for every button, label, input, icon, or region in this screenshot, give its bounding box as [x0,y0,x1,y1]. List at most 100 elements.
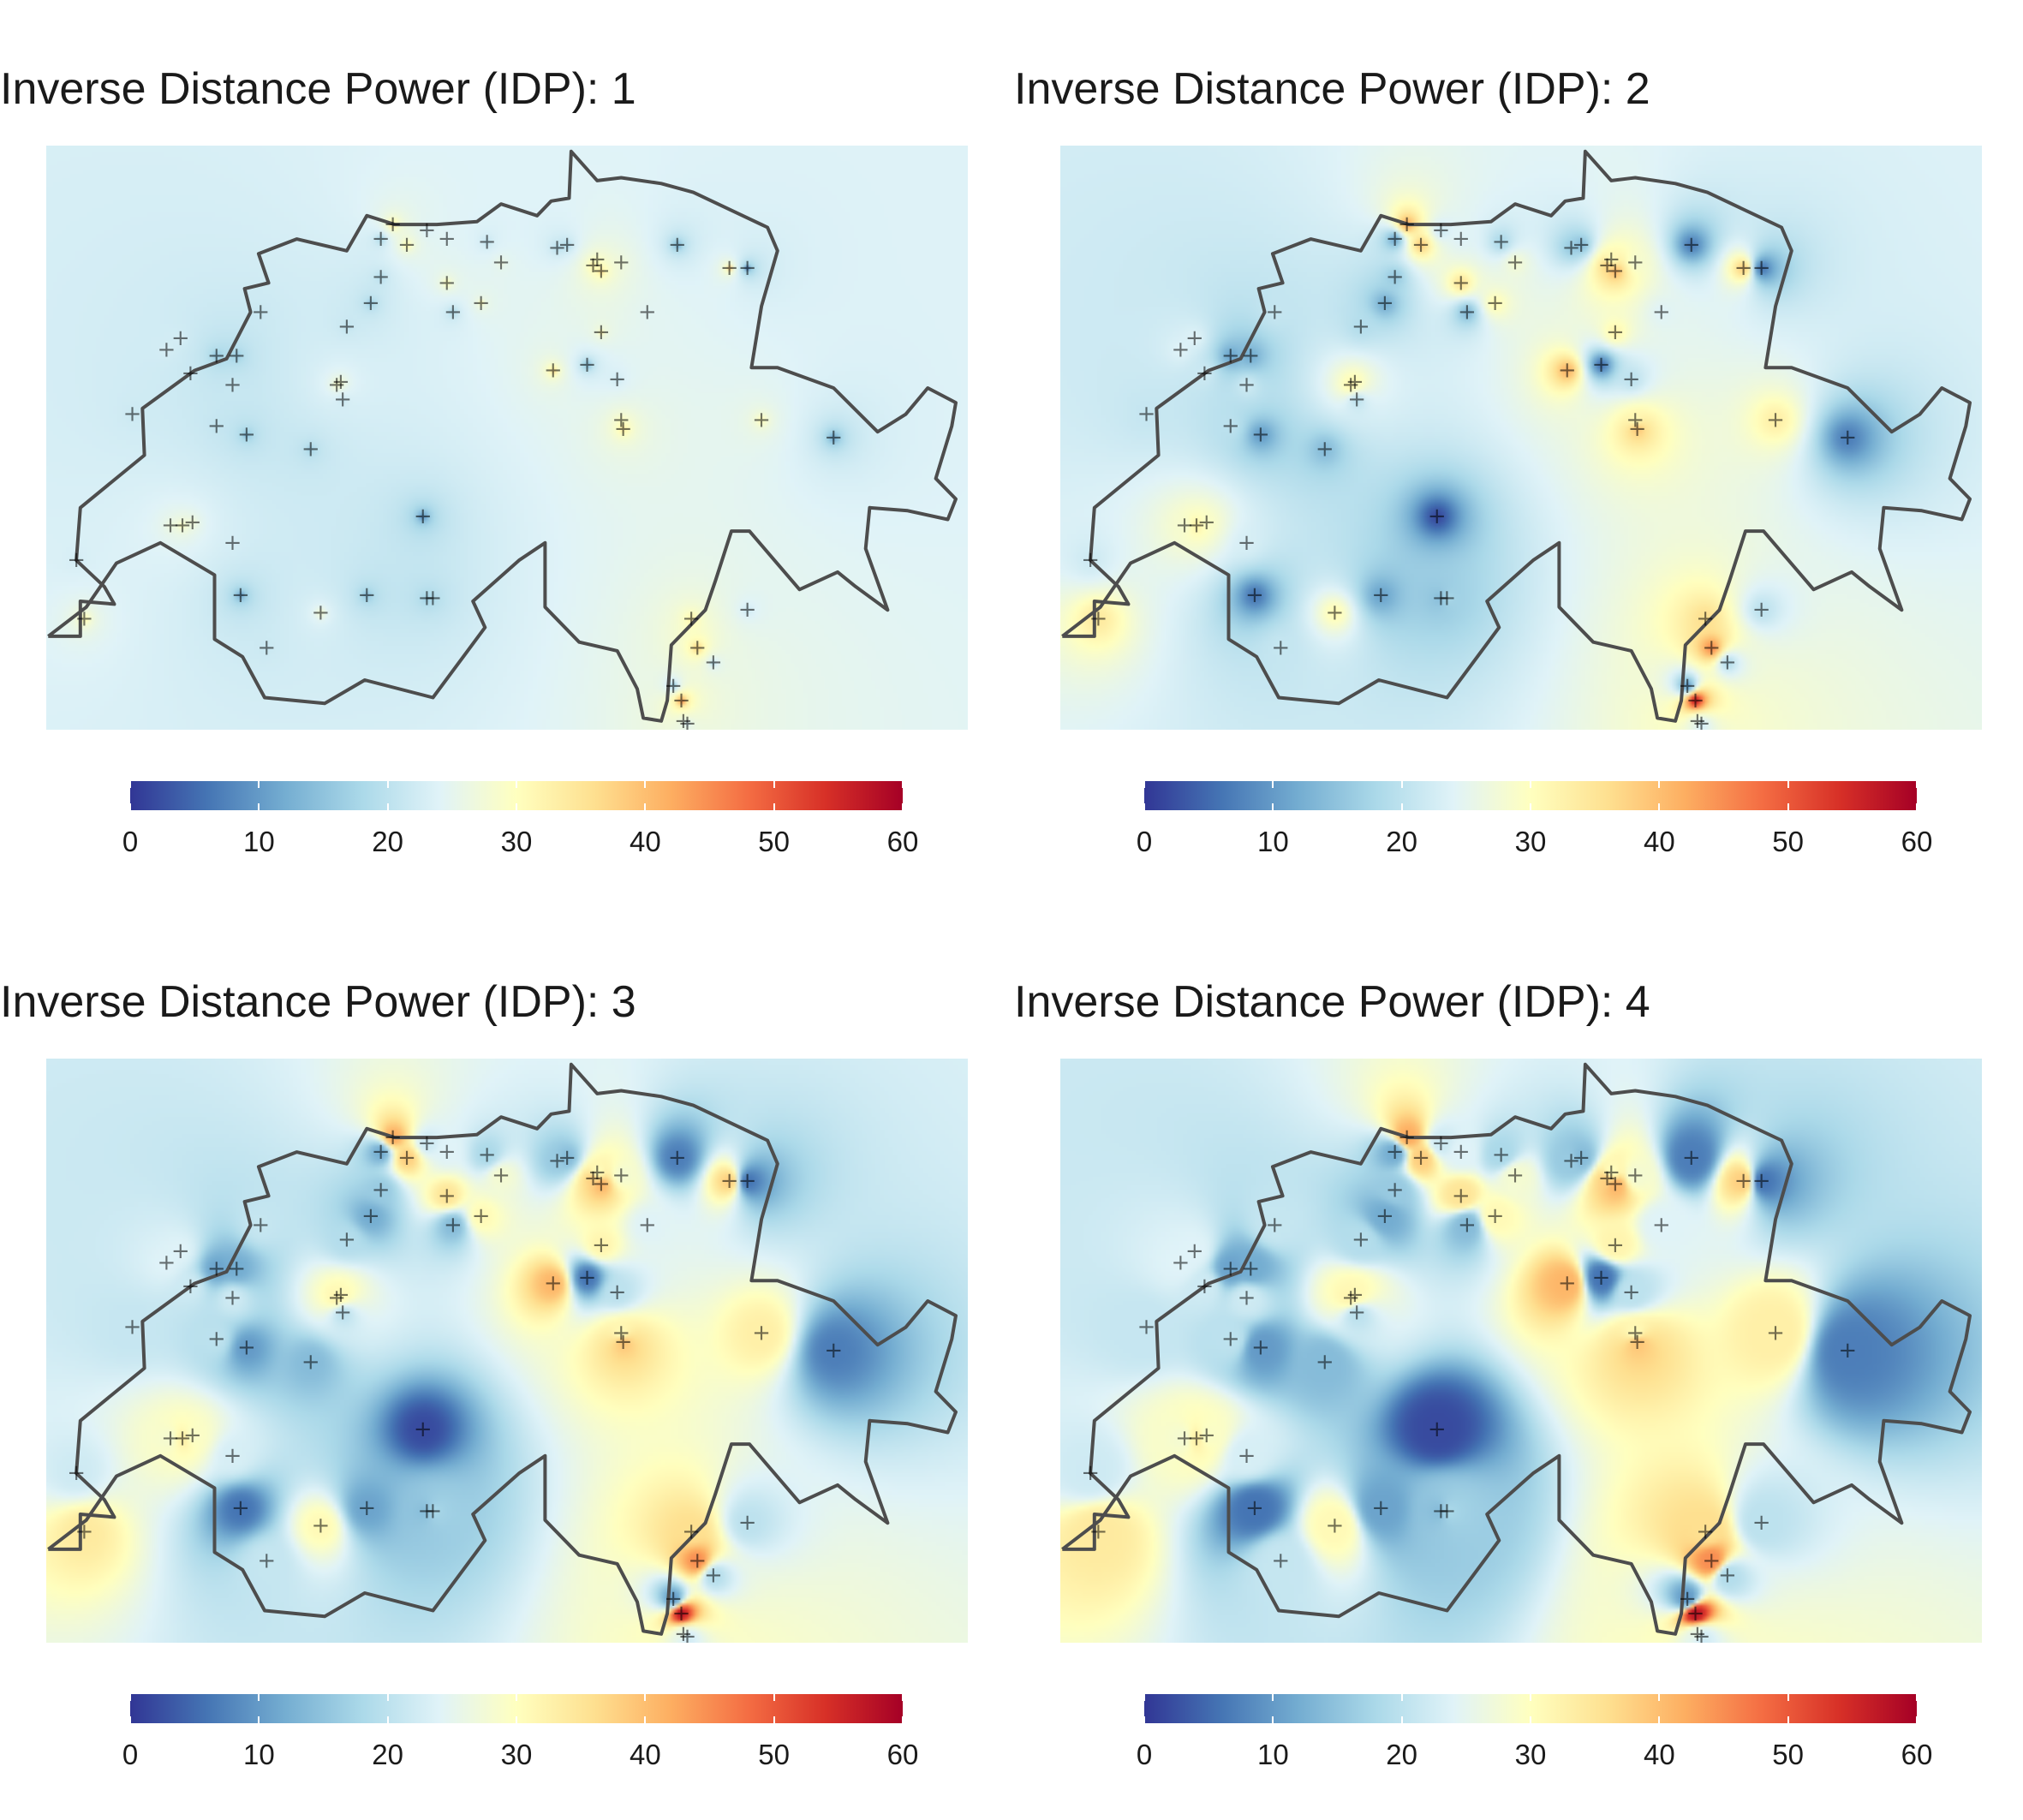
station-marker: + [1688,708,1707,730]
colorbar-tick [516,1716,517,1723]
station-marker: + [231,1495,250,1521]
station-marker: + [123,1315,142,1340]
colorbar-tick-label: 10 [242,1739,275,1770]
station-marker: + [301,437,320,462]
station-marker: + [1271,1548,1290,1574]
colorbar-tick [1400,1694,1403,1701]
colorbar-tick [516,781,517,788]
station-marker: + [1428,1417,1447,1442]
station-marker: + [668,1145,687,1171]
station-marker: + [674,708,693,730]
colorbar-tick [1143,803,1145,810]
station-marker: + [1251,422,1270,448]
station-marker: + [1386,1139,1405,1165]
station-marker: + [1678,673,1697,699]
station-marker: + [592,1232,611,1258]
colorbar-tick-label: 30 [500,826,533,857]
colorbar-tick [1272,803,1274,810]
station-marker: + [1558,1271,1577,1297]
station-marker: + [672,688,691,713]
station-marker: + [1171,337,1190,363]
station-marker: + [1692,711,1711,730]
interpolated-map: ++++++++++ ++++++++++ +++++++++++++ + +++ +++… [1060,146,1982,730]
station-marker: + [1376,1203,1394,1229]
colorbar-tick-label: 40 [1643,826,1675,857]
colorbar-tick [1530,781,1531,788]
station-marker: + [1185,1238,1204,1264]
colorbar-tick-label: 50 [1772,1739,1805,1770]
station-marker: + [592,1172,611,1197]
country-border [47,149,958,723]
station-marker: + [1376,290,1394,316]
colorbar-tick [773,781,775,788]
station-marker: + [548,1148,567,1173]
station-marker: + [1341,373,1360,398]
station-marker: + [161,1425,180,1451]
station-marker: + [173,512,192,538]
colorbar-tick-label: 60 [1901,826,1933,857]
station-marker: + [123,402,142,427]
map-area: + + + + + + + + + + + + + + + + + + + + + + + + + + + + + + + + + + + + + + + +… [1060,146,1982,730]
station-marker: + [592,319,611,345]
colorbar-tick [386,1694,389,1701]
colorbar-tick [1530,1694,1531,1701]
colorbar-tick [1143,1694,1145,1701]
station-marker: + [738,1168,757,1194]
station-marker: + [1432,1499,1451,1525]
colorbar-tick [129,1716,131,1723]
panel-title: Inverse Distance Power (IDP): 2 [1014,64,1650,114]
station-marker: + [478,1143,497,1168]
station-marker: + [1838,1338,1857,1364]
station-marker: + [1602,1160,1620,1185]
station-marker: + [578,1265,597,1291]
station-marker: + [173,1425,192,1451]
station-marker: + [1606,1232,1625,1258]
station-marker: + [1506,1162,1525,1188]
colorbar-tick [386,803,389,810]
station-marker: + [1411,1145,1430,1171]
station-marker: + [331,1282,350,1308]
station-marker: + [1718,1563,1737,1589]
station-marker: + [1626,1162,1644,1188]
station-marker: + [337,313,356,339]
station-marker: + [224,373,242,398]
station-marker: + [720,1168,739,1194]
idw-surface [1060,1059,1982,1643]
station-marker: + [1197,1423,1216,1448]
colorbar-tick [1400,803,1403,810]
station-marker: + [207,1326,226,1352]
station-marker: + [1602,247,1620,272]
station-marker: + [558,232,576,258]
station-marker: + [67,547,86,573]
station-marker: + [1238,530,1256,556]
station-marker: + [1187,1425,1206,1451]
colorbar-tick [644,1694,647,1701]
station-marker: + [1486,1203,1505,1229]
colorbar-legend: 0 10 20 30 40 50 60 [122,781,918,857]
station-marker: + [738,255,757,281]
station-marker: + [608,1280,627,1305]
station-marker: + [608,367,627,392]
station-marker: + [1221,413,1240,439]
map-panel-idp-4: Inverse Distance Power (IDP): 4 + + + + + + + +… [1014,913,1999,1770]
colorbar-tick [129,1694,131,1701]
station-marker: + [1686,1601,1705,1626]
colorbar-tick-label: 50 [758,1739,791,1770]
station-marker: + [171,1238,190,1264]
station-marker: + [1452,1139,1471,1165]
station-marker: + [1411,232,1430,258]
station-marker: + [1682,232,1701,258]
colorbar-tick [129,781,131,788]
station-marker: + [544,358,563,384]
station-marker: + [638,299,657,325]
station-marker: + [1089,606,1108,631]
map-panel-idp-2: Inverse Distance Power (IDP): 2 + + + + + + + +… [1014,0,1999,857]
station-marker: + [614,416,633,442]
map-panel-idp-3: Inverse Distance Power (IDP): 3 + + + + + + + +… [0,913,985,1770]
station-marker: + [384,1125,403,1150]
station-marker: + [558,1145,576,1171]
station-marker: + [161,512,180,538]
station-marker: + [1734,1168,1753,1194]
colorbar-tick [1787,781,1789,788]
station-marker: + [1081,547,1100,573]
